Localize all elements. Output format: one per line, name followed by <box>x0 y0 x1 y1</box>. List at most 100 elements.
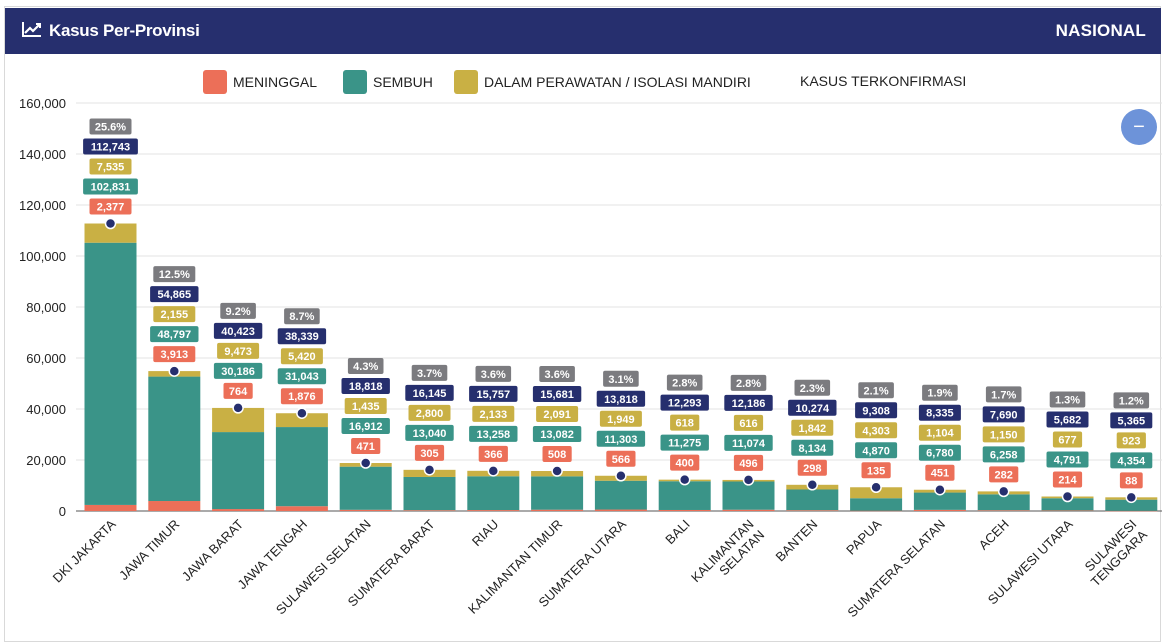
chart-title: Kasus Per-Provinsi <box>49 21 200 40</box>
label-meninggal-box <box>223 382 253 399</box>
legend-label-terkonfirmasi: KASUS TERKONFIRMASI <box>800 73 967 89</box>
zoom-out-button[interactable]: − <box>1121 109 1157 145</box>
label-perawatan-box <box>855 422 898 439</box>
label-meninggal: 135 <box>867 465 885 477</box>
confirmed-marker <box>1061 490 1074 503</box>
label-meninggal: 764 <box>229 386 248 398</box>
bar-segment-sembuh <box>722 481 775 510</box>
x-tick-label: JAWA BARAT <box>179 516 247 584</box>
label-terkonfirmasi-box <box>724 394 773 411</box>
label-terkonfirmasi: 16,145 <box>413 388 447 400</box>
confirmed-marker <box>359 457 372 469</box>
label-terkonfirmasi: 8,335 <box>926 408 954 420</box>
scope-label-nasional[interactable]: NASIONAL <box>1055 21 1146 40</box>
label-percent-box <box>220 302 256 319</box>
x-tick-label: RIAU <box>469 517 502 550</box>
confirmed-marker <box>1125 491 1138 504</box>
label-sembuh-box <box>405 424 454 441</box>
label-meninggal: 3,913 <box>161 349 189 361</box>
label-terkonfirmasi-box <box>855 402 898 419</box>
bar-segment-perawatan <box>84 223 137 243</box>
label-meninggal-box <box>606 450 636 467</box>
label-percent-box <box>603 370 639 387</box>
label-sembuh-box <box>982 446 1025 463</box>
label-meninggal-box <box>89 198 132 215</box>
label-percent: 3.6% <box>545 369 570 381</box>
label-terkonfirmasi: 38,339 <box>285 331 319 343</box>
bar-segment-sembuh <box>1041 498 1094 511</box>
bar-segment-meninggal <box>1041 510 1094 511</box>
label-sembuh-box <box>150 326 199 343</box>
confirmed-marker <box>742 474 755 486</box>
label-perawatan: 618 <box>676 418 694 430</box>
confirmed-marker <box>997 485 1010 498</box>
bar-segment-meninggal <box>148 501 201 511</box>
label-meninggal: 496 <box>739 458 757 470</box>
label-terkonfirmasi: 13,818 <box>604 394 638 406</box>
label-perawatan-box <box>1116 432 1146 449</box>
label-terkonfirmasi-box <box>213 322 263 339</box>
label-perawatan: 1,104 <box>926 428 954 440</box>
label-percent-box <box>284 308 320 325</box>
label-sembuh: 30,186 <box>221 366 255 378</box>
label-perawatan-box <box>982 426 1025 443</box>
label-percent-box <box>666 374 703 391</box>
label-meninggal: 305 <box>420 448 438 460</box>
label-terkonfirmasi: 54,865 <box>157 289 191 301</box>
label-terkonfirmasi-box <box>405 384 454 401</box>
label-perawatan-box <box>733 414 764 431</box>
label-terkonfirmasi-box <box>1046 411 1089 428</box>
label-perawatan-box <box>1052 431 1083 448</box>
legend-item-meninggal[interactable]: MENINGGAL <box>203 70 317 94</box>
label-meninggal: 2,377 <box>97 202 125 214</box>
label-sembuh-box <box>596 430 646 447</box>
y-tick-label: 140,000 <box>19 147 66 162</box>
label-percent-box <box>475 365 512 382</box>
label-sembuh: 6,780 <box>926 448 954 460</box>
label-sembuh-box <box>532 426 582 443</box>
label-meninggal-box <box>733 454 764 471</box>
bar-segment-sembuh <box>212 432 265 510</box>
label-sembuh: 16,912 <box>349 421 383 433</box>
label-terkonfirmasi: 10,274 <box>795 403 830 415</box>
header-left: Kasus Per-Provinsi <box>21 20 200 43</box>
bar-segment-meninggal <box>1105 510 1158 512</box>
bar-segment-sembuh <box>148 376 201 502</box>
bar-segment-sembuh <box>403 476 456 511</box>
label-terkonfirmasi-box <box>918 404 961 421</box>
label-percent: 25.6% <box>95 122 126 134</box>
bar-segment-sembuh <box>977 494 1030 511</box>
confirmed-marker <box>678 473 691 486</box>
confirmed-marker <box>934 483 946 496</box>
confirmed-marker <box>615 470 627 482</box>
label-meninggal-box <box>280 388 323 405</box>
confirmed-marker <box>870 481 882 494</box>
label-sembuh-box <box>83 178 138 195</box>
bar-segment-meninggal <box>403 510 456 511</box>
label-perawatan: 7,535 <box>97 162 125 174</box>
label-terkonfirmasi-box <box>596 390 646 407</box>
label-percent: 2.8% <box>672 378 697 390</box>
label-percent-box <box>1049 391 1086 408</box>
legend-item-perawatan[interactable]: DALAM PERAWATAN / ISOLASI MANDIRI <box>454 70 751 94</box>
legend-item-terkonfirmasi[interactable]: KASUS TERKONFIRMASI <box>800 73 966 89</box>
confirmed-marker <box>104 217 117 230</box>
label-percent-box <box>347 358 384 375</box>
label-terkonfirmasi-box <box>982 406 1025 423</box>
label-terkonfirmasi: 5,365 <box>1118 415 1146 427</box>
bar-segment-sembuh <box>275 427 328 507</box>
label-percent: 2.3% <box>800 383 825 395</box>
label-terkonfirmasi: 18,818 <box>349 381 383 393</box>
label-meninggal-box <box>1052 471 1083 488</box>
confirmed-marker <box>232 402 244 414</box>
label-sembuh: 11,303 <box>604 434 637 446</box>
legend-item-sembuh[interactable]: SEMBUH <box>343 70 433 94</box>
label-meninggal: 298 <box>803 463 821 475</box>
label-terkonfirmasi: 15,681 <box>540 389 574 401</box>
y-tick-label: 80,000 <box>26 300 66 315</box>
bar-segment-sembuh <box>339 466 392 510</box>
label-sembuh: 8,134 <box>799 443 827 455</box>
label-percent-box <box>411 364 448 381</box>
y-tick-label: 160,000 <box>19 96 66 111</box>
